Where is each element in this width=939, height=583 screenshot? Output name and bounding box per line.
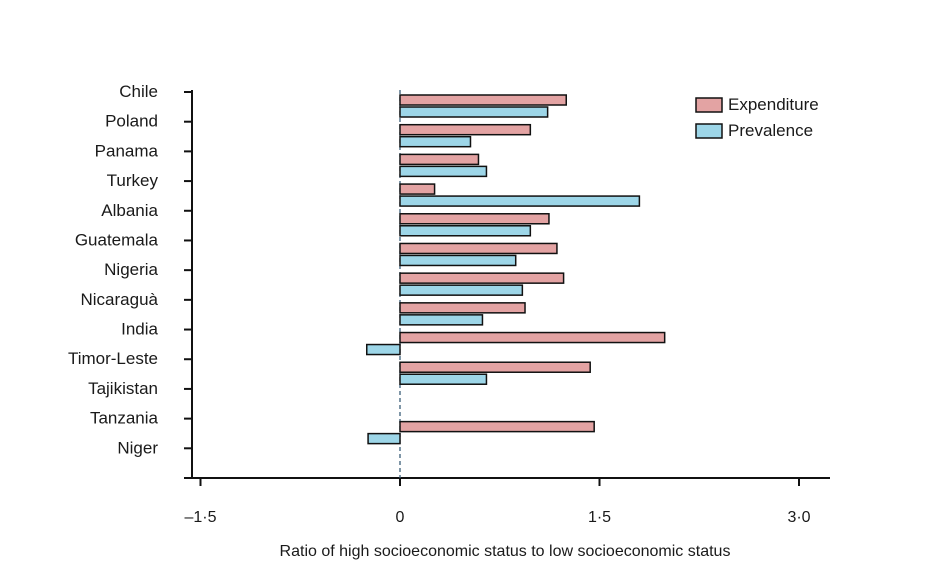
bar-expenditure-timor-leste bbox=[399, 361, 591, 373]
category-label: Guatemala bbox=[75, 230, 159, 249]
bar-expenditure-poland bbox=[399, 123, 532, 136]
category-label: Nigeria bbox=[104, 260, 158, 279]
bar-expenditure-guatemala bbox=[399, 242, 558, 255]
bar-expenditure-nicaragu- bbox=[399, 302, 526, 314]
x-tick-label: 1·5 bbox=[588, 509, 611, 526]
bar-prevalence-panama bbox=[399, 165, 488, 178]
category-label: Turkey bbox=[107, 171, 159, 190]
category-label: Chile bbox=[119, 82, 158, 101]
bar-expenditure-chile bbox=[399, 94, 567, 106]
x-tick-label: 0 bbox=[396, 509, 405, 526]
category-label: Albania bbox=[101, 201, 158, 220]
bar-prevalence-chile bbox=[399, 106, 549, 118]
x-tick-label: 3·0 bbox=[787, 509, 810, 526]
bar-prevalence-timor-leste bbox=[399, 373, 488, 385]
bar-prevalence-india bbox=[366, 343, 401, 356]
category-label: Niger bbox=[117, 438, 158, 457]
bar-prevalence-guatemala bbox=[399, 254, 517, 267]
bar-prevalence-turkey bbox=[399, 195, 641, 207]
legend-label-expenditure: Expenditure bbox=[728, 95, 819, 114]
bar-expenditure-panama bbox=[399, 153, 480, 166]
bar-prevalence-albania bbox=[399, 225, 532, 237]
bar-expenditure-albania bbox=[399, 213, 550, 225]
category-label: Tanzania bbox=[90, 409, 159, 428]
bar-prevalence-nigeria bbox=[399, 284, 524, 296]
category-label: Poland bbox=[105, 112, 158, 131]
bar-expenditure-india bbox=[399, 331, 666, 344]
x-tick-label: –1·5 bbox=[184, 509, 216, 526]
legend-swatch-expenditure bbox=[695, 97, 723, 113]
category-label: Nicaraguà bbox=[81, 290, 159, 309]
legend-label-prevalence: Prevalence bbox=[728, 121, 813, 140]
bar-prevalence-tanzania bbox=[367, 432, 401, 445]
bar-expenditure-turkey bbox=[399, 183, 436, 195]
bar-expenditure-tanzania bbox=[399, 420, 595, 433]
bar-prevalence-nicaragu- bbox=[399, 314, 484, 326]
category-label: Panama bbox=[95, 141, 159, 160]
legend-swatch-prevalence bbox=[695, 123, 723, 139]
category-label: India bbox=[121, 320, 158, 339]
x-axis-title: Ratio of high socioeconomic status to lo… bbox=[280, 543, 731, 560]
category-label: Timor-Leste bbox=[68, 349, 158, 368]
bar-expenditure-nigeria bbox=[399, 272, 565, 284]
category-label: Tajikistan bbox=[88, 379, 158, 398]
bar-prevalence-poland bbox=[399, 135, 472, 148]
